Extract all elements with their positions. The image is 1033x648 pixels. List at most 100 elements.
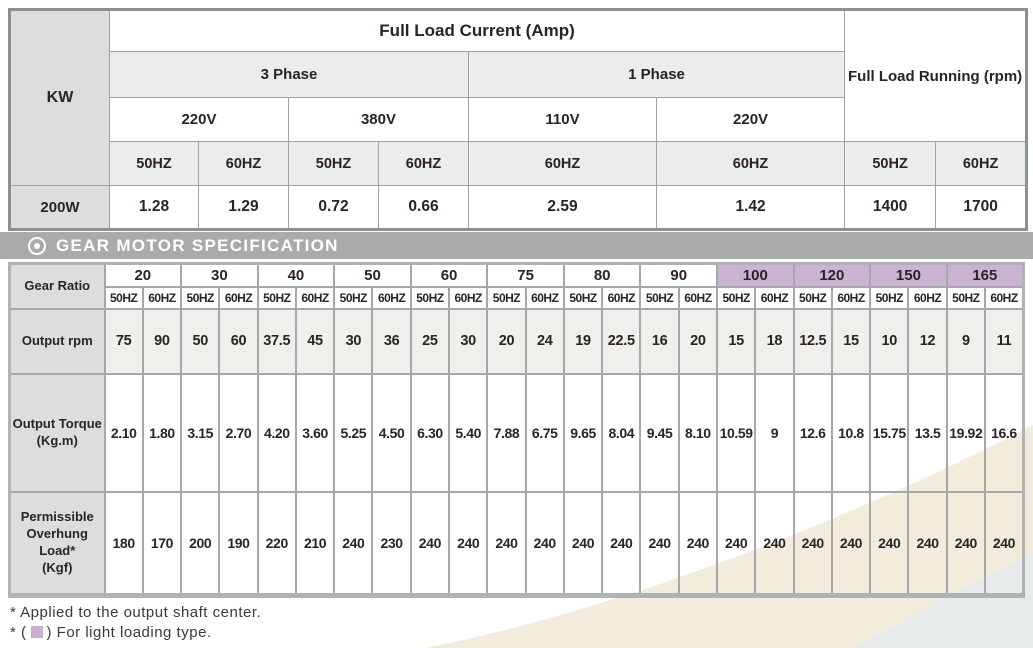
gear-rpm-cell: 9 [945,307,986,375]
flc-data-row: 200W 1.28 1.29 0.72 0.66 2.59 1.42 1400 … [9,185,1028,230]
full-load-current-table: KW Full Load Current (Amp) Full Load Run… [8,8,1029,231]
gear-rpm-cell: 15 [830,307,872,375]
gear-rpm-cell: 15 [715,307,757,375]
gear-torque-cell: 6.75 [524,372,565,493]
gear-hz-cell: 60HZ [830,285,872,310]
light-loading-swatch [30,625,43,638]
gear-torque-cell: 12.6 [792,372,833,493]
gear-hz-cell: 60HZ [294,285,336,310]
gear-ratio-col-80: 80 [562,262,642,288]
gear-rpm-cell: 45 [294,307,336,375]
gear-load-cell: 240 [524,490,565,597]
gear-torque-cell: 1.80 [141,372,183,493]
gear-load-cell: 240 [639,490,680,597]
gear-ratio-col-40: 40 [256,262,336,288]
gear-load-cell: 240 [601,490,642,597]
gear-rpm-cell: 20 [486,307,527,375]
gear-rpm-cell: 24 [524,307,565,375]
flc-hz-cell: 50HZ [844,141,937,186]
gear-rpm-cell: 16 [639,307,680,375]
footnote-2-prefix: * ( [10,623,27,641]
gear-ratio-col-90: 90 [639,262,718,288]
gear-rpm-cell: 10 [869,307,910,375]
gear-hz-cell: 50HZ [639,285,680,310]
gear-torque-cell: 10.8 [830,372,872,493]
flc-hz-row: 50HZ 60HZ 50HZ 60HZ 60HZ 60HZ 50HZ 60HZ [10,141,1028,186]
flc-value-cell: 1400 [844,185,937,230]
gear-rpm-cell: 18 [754,307,795,375]
footnote-light-loading: * () For light loading type. [10,623,261,643]
gear-hz-cell: 60HZ [448,285,489,310]
gear-torque-cell: 3.60 [294,372,336,493]
gear-torque-cell: 4.50 [371,372,412,493]
gear-torque-cell: 7.88 [486,372,527,493]
gear-load-cell: 240 [486,490,527,597]
gear-hz-cell: 60HZ [218,285,259,310]
gear-torque-cell: 6.30 [409,372,451,493]
gear-rpm-cell: 12 [907,307,948,375]
gear-rpm-row: Output rpm 75 90 50 60 37.5 45 30 36 25 30 20 24 19 2… [8,307,1025,375]
gear-hz-cell: 50HZ [869,285,910,310]
gear-load-cell: 170 [141,490,183,597]
flc-hz-cell: 60HZ [198,141,289,186]
gear-hz-cell: 60HZ [141,285,183,310]
gear-spec-table: Gear Ratio 20 30 40 50 60 75 80 90 100 120 150 165 … [8,262,1025,598]
flc-hz-cell: 60HZ [935,141,1028,186]
gear-load-cell: 240 [907,490,948,597]
gear-ratio-col-165: 165 [945,262,1025,288]
gear-hz-cell: 60HZ [983,285,1025,310]
gear-ratio-col-30: 30 [180,262,259,288]
gear-load-cell: 240 [562,490,604,597]
gear-hz-cell: 60HZ [524,285,565,310]
flc-hz-cell: 50HZ [109,141,199,186]
gear-hz-row: 50HZ 60HZ 50HZ 60HZ 50HZ 60HZ 50HZ 60HZ 50HZ 60HZ… [10,285,1025,310]
gear-torque-cell: 2.10 [103,372,144,493]
kw-header: KW [9,9,110,186]
gear-load-cell: 230 [371,490,412,597]
footnotes: * Applied to the output shaft center. * … [10,603,261,642]
flc-value-cell: 2.59 [468,185,657,230]
gear-rpm-cell: 25 [409,307,451,375]
flc-title-row: KW Full Load Current (Amp) Full Load Run… [9,9,1028,186]
gear-hz-cell: 60HZ [907,285,948,310]
gear-hz-cell: 50HZ [180,285,221,310]
gear-ratio-col-60: 60 [409,262,489,288]
gear-load-cell: 240 [754,490,795,597]
gear-torque-row: Output Torque (Kg.m) 2.10 1.80 3.15 2.70 4.2… [8,372,1025,493]
gear-hz-cell: 50HZ [256,285,297,310]
gear-load-cell: 210 [294,490,336,597]
gear-torque-cell: 8.04 [601,372,642,493]
flc-hz-cell: 60HZ [655,141,846,186]
gear-ratio-col-120: 120 [792,262,872,288]
voltage-220v-1ph: 220V [655,97,846,142]
gear-load-cell: 200 [180,490,221,597]
gear-torque-cell: 9 [754,372,795,493]
gear-torque-cell: 3.15 [180,372,221,493]
gear-hz-cell: 50HZ [103,285,144,310]
gear-torque-cell: 8.10 [677,372,719,493]
gear-hz-cell: 50HZ [333,285,374,310]
gear-ratio-col-50: 50 [333,262,412,288]
gear-load-cell: 240 [409,490,451,597]
flc-hz-cell: 60HZ [468,141,657,186]
gear-torque-cell: 2.70 [218,372,259,493]
flc-value-cell: 1.42 [655,185,846,230]
gear-load-cell: 240 [869,490,910,597]
gear-torque-cell: 10.59 [715,372,757,493]
gear-hz-cell: 50HZ [715,285,757,310]
gear-load-cell: 240 [715,490,757,597]
full-load-running-header: Full Load Running (rpm) [844,9,1028,142]
gear-rpm-cell: 11 [983,307,1025,375]
gear-load-cell: 240 [448,490,489,597]
gear-torque-cell: 5.40 [448,372,489,493]
footnote-shaft-center: * Applied to the output shaft center. [10,604,262,621]
gear-rpm-cell: 22.5 [601,307,642,375]
flc-hz-cell: 60HZ [378,141,469,186]
output-torque-label: Output Torque (Kg.m) [8,372,106,493]
gear-hz-cell: 50HZ [409,285,451,310]
gear-load-cell: 240 [830,490,872,597]
flc-value-cell: 0.66 [378,185,469,230]
gear-ratio-col-100: 100 [716,262,795,288]
spec-header-title: GEAR MOTOR SPECIFICATION [56,235,339,255]
